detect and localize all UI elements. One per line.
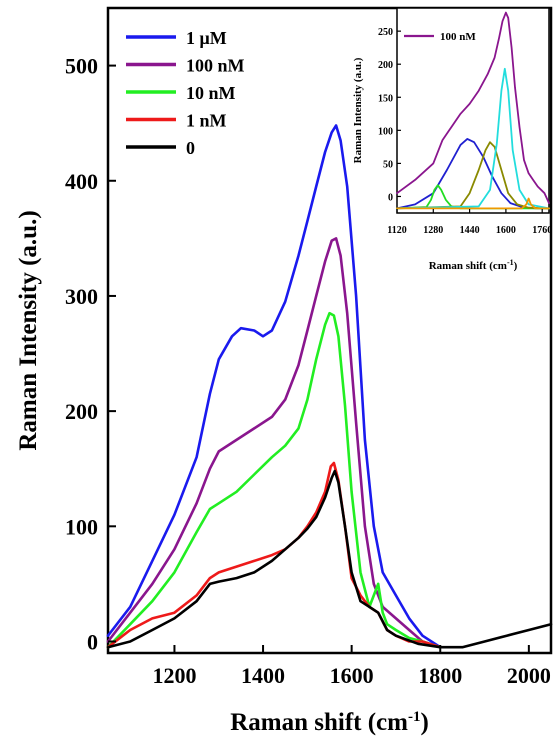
inset-series-line-4 (396, 67, 550, 210)
inset-x-axis-label: Raman shift (cm-1) (429, 258, 518, 272)
main-y-tick-label: 300 (65, 284, 98, 309)
inset-series-line-0 (396, 11, 550, 204)
inset-y-tick-label: 50 (383, 159, 393, 170)
inset-y-axis-label: Raman Intensity (a.u.) (352, 57, 364, 163)
inset-x-tick-label: 1760 (532, 225, 552, 236)
main-x-tick-label: 1200 (152, 663, 196, 688)
inset-plot: 1120 1280 1440 1600 1760 0 50 100 150 200 250 Raman… (352, 7, 552, 272)
main-legend-label-3: 1 nM (186, 111, 227, 131)
main-y-axis-label: Raman Intensity (a.u.) (15, 210, 42, 450)
main-x-tick-label: 2000 (507, 663, 551, 688)
main-y-tick-label: 400 (65, 169, 98, 194)
inset-x-axis-label-text: Raman shift (cm (429, 260, 507, 272)
main-x-axis-label: Raman shift (cm-1) (230, 709, 429, 736)
inset-y-tick-label: 0 (388, 192, 393, 203)
main-x-axis-label-sup: -1 (408, 709, 421, 725)
inset-x-axis-label-sup: -1 (507, 258, 514, 267)
main-legend-label-2: 10 nM (186, 83, 236, 103)
main-y-tick-label: 0 (87, 629, 98, 654)
main-x-tick-label: 1600 (330, 663, 374, 688)
main-x-tick-label: 1400 (241, 663, 285, 688)
inset-x-tick-label: 1600 (496, 225, 516, 236)
main-y-tick-label: 500 (65, 54, 98, 79)
main-y-tick-label: 100 (65, 514, 98, 539)
main-legend-label-0: 1 μM (186, 28, 227, 48)
inset-y-tick-label: 200 (378, 60, 393, 71)
inset-series-line-5 (396, 197, 550, 210)
inset-x-tick-label: 1120 (387, 225, 406, 236)
main-x-axis-label-text: Raman shift (cm (230, 709, 408, 736)
inset-series-line-3 (396, 141, 550, 210)
main-series-line-2 (106, 311, 442, 649)
main-y-tick-label: 200 (65, 399, 98, 424)
main-series-line-4 (106, 469, 553, 649)
inset-x-tick-label: 1440 (460, 225, 480, 236)
inset-y-tick-label: 150 (378, 93, 393, 104)
main-x-tick-label: 1800 (418, 663, 462, 688)
inset-x-tick-label: 1280 (423, 225, 443, 236)
main-legend-label-1: 100 nM (186, 56, 245, 76)
inset-plot-frame (396, 7, 550, 214)
inset-y-tick-label: 100 (378, 126, 393, 137)
inset-legend-label-0: 100 nM (440, 31, 476, 43)
main-x-axis-label-end: ) (420, 709, 428, 736)
main-legend-label-4: 0 (186, 138, 195, 158)
inset-x-axis-label-end: ) (514, 260, 518, 272)
main-series-line-0 (106, 124, 442, 649)
inset-y-tick-label: 250 (378, 27, 393, 38)
